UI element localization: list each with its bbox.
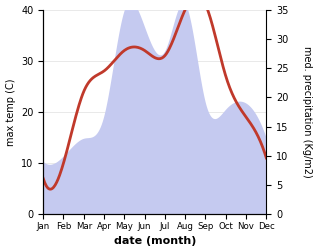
Y-axis label: med. precipitation (Kg/m2): med. precipitation (Kg/m2) bbox=[302, 46, 313, 178]
Y-axis label: max temp (C): max temp (C) bbox=[5, 78, 16, 146]
X-axis label: date (month): date (month) bbox=[114, 236, 196, 246]
